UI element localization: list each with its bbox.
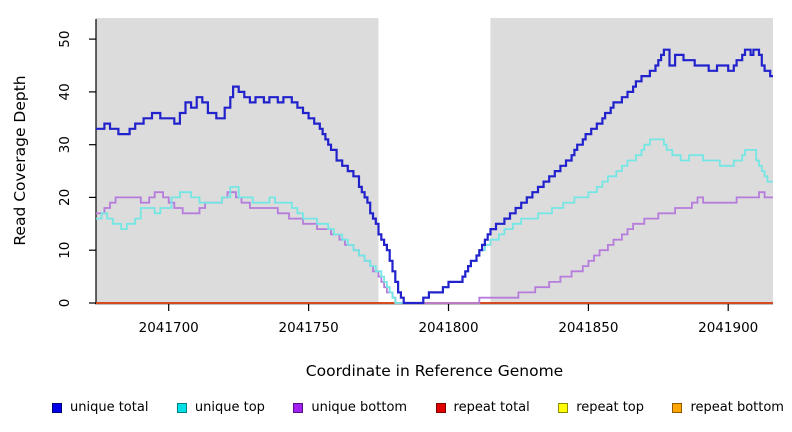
legend-item-repeat-top: repeat top [558, 398, 644, 418]
x-tick-label: 2041850 [558, 320, 618, 336]
legend-label-unique-top: unique top [194, 400, 265, 415]
y-tick-label: 10 [57, 242, 73, 259]
series-line-unique-total [96, 48, 773, 305]
legend-swatch-repeat-top [558, 403, 569, 413]
y-axis-title: Read Coverage Depth [11, 75, 29, 245]
x-tick-label: 2041750 [279, 320, 339, 336]
legend-swatch-repeat-bottom [672, 403, 683, 413]
legend-item-repeat-bottom: repeat bottom [672, 398, 784, 418]
series-line-unique-bottom [96, 191, 773, 304]
x-axis-title: Coordinate in Reference Genome [306, 362, 563, 380]
legend-item-unique-top: unique top [176, 398, 265, 418]
y-tick-label: 20 [57, 189, 73, 206]
legend: unique total unique top unique bottom repea… [52, 398, 784, 418]
y-tick-label: 30 [57, 136, 73, 153]
legend-label-repeat-bottom: repeat bottom [690, 400, 784, 415]
y-tick-label: 0 [57, 299, 73, 308]
legend-label-unique-bottom: unique bottom [311, 400, 408, 415]
legend-label-unique-total: unique total [70, 400, 149, 415]
x-tick-label: 2041800 [418, 320, 478, 336]
legend-swatch-unique-top [176, 403, 187, 413]
y-tick-label: 40 [57, 83, 73, 100]
legend-item-repeat-total: repeat total [435, 398, 530, 418]
x-tick-label: 2041700 [139, 320, 199, 336]
x-tick-label: 2041900 [698, 320, 758, 336]
highlight-region [378, 18, 491, 303]
legend-label-repeat-total: repeat total [453, 400, 530, 415]
legend-swatch-unique-total [52, 403, 62, 413]
legend-item-unique-bottom: unique bottom [293, 398, 407, 418]
legend-swatch-repeat-total [435, 403, 446, 413]
legend-label-repeat-top: repeat top [576, 400, 644, 415]
legend-swatch-unique-bottom [293, 403, 304, 413]
legend-item-unique-total: unique total [52, 398, 148, 418]
y-tick-label: 50 [57, 31, 73, 48]
